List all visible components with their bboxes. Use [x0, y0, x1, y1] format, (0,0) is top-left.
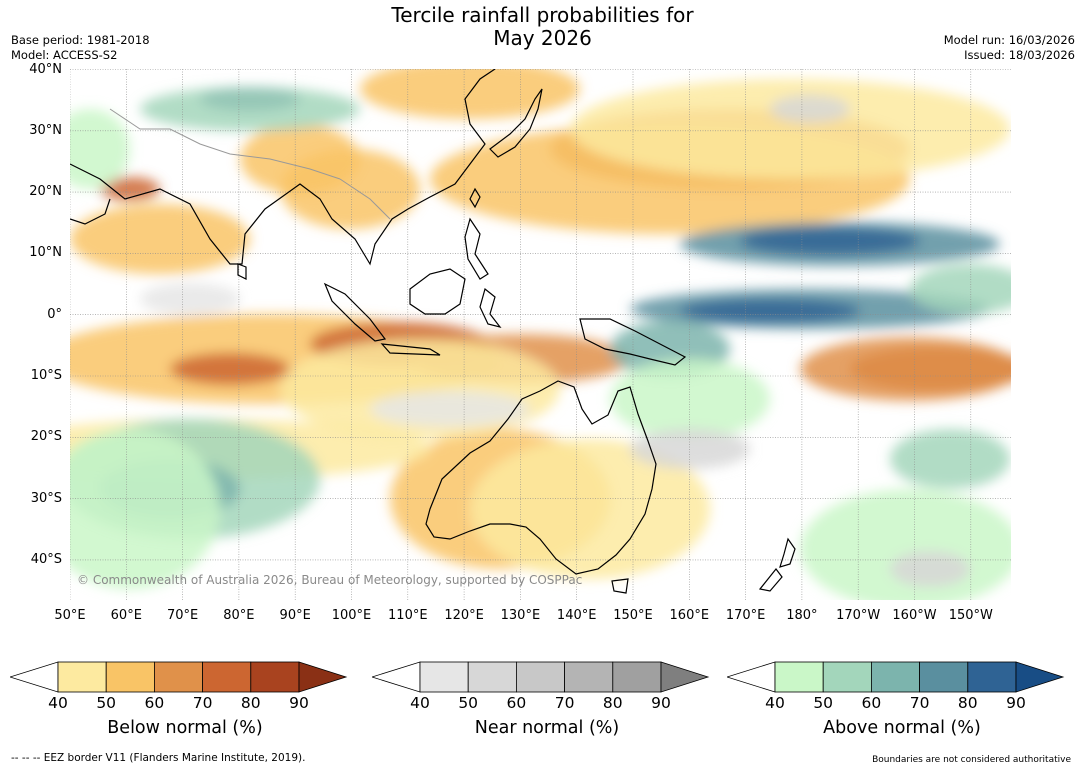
probability-region — [140, 87, 360, 131]
colorbar-tick-label: 40 — [410, 694, 430, 712]
latitude-label: 40°S — [30, 551, 62, 567]
probability-region — [610, 359, 770, 439]
probability-region — [100, 177, 160, 201]
probability-region — [770, 95, 850, 123]
base-period: Base period: 1981-2018 — [11, 33, 150, 47]
latitude-label: 10°S — [30, 368, 62, 383]
title-line-1: Tercile rainfall probabilities for — [391, 3, 694, 27]
colorbar-tick-label: 80 — [602, 694, 623, 712]
above-normal-title: Above normal (%) — [823, 718, 981, 738]
colorbar-tick-label: 60 — [506, 694, 527, 712]
near-normal-ticks: 40 50 60 70 80 90 — [372, 694, 712, 712]
longitude-label: 150°E — [613, 608, 653, 623]
latitude-label: 20°S — [30, 429, 62, 445]
probability-region — [910, 264, 1011, 314]
longitude-label: 150°W — [948, 608, 993, 623]
probability-region — [360, 69, 580, 119]
colorbar-tick-label: 50 — [458, 694, 479, 712]
colorbar-tick-label: 90 — [289, 694, 309, 712]
colorbar-tick-label: 90 — [651, 694, 671, 712]
colorbar-tick-label: 50 — [96, 694, 117, 712]
probability-region — [140, 283, 240, 315]
longitude-label: 160°E — [669, 608, 710, 623]
latitude-label: 0° — [47, 306, 62, 322]
probability-region — [170, 353, 290, 385]
colorbar-tick-label: 40 — [48, 694, 68, 712]
near-normal-colorbar — [372, 661, 710, 693]
latitude-label: 40°N — [29, 61, 62, 77]
colorbar-tick-label: 90 — [1006, 694, 1026, 712]
latitude-label: 10°N — [29, 245, 62, 261]
longitude-label: 160°W — [892, 608, 937, 623]
colorbar-tick-label: 50 — [813, 694, 834, 712]
latitude-label: 30°N — [29, 122, 62, 138]
below-normal-colorbar — [10, 661, 348, 693]
near-normal-title: Near normal (%) — [474, 718, 620, 738]
map-title: Tercile rainfall probabilities for May 2… — [0, 4, 1085, 50]
latitude-label: 20°N — [29, 184, 62, 200]
title-line-2: May 2026 — [493, 26, 592, 50]
colorbar-tick-label: 60 — [144, 694, 165, 712]
probability-region — [680, 299, 860, 323]
probability-region — [470, 439, 710, 579]
colorbar-tick-label: 40 — [765, 694, 785, 712]
longitude-label: 180° — [786, 608, 818, 623]
probability-region — [370, 391, 530, 427]
longitude-label: 130°E — [500, 608, 541, 623]
longitude-label: 140°E — [556, 608, 597, 623]
longitude-label: 70°E — [166, 608, 199, 623]
eez-border-note: -- -- -- EEZ border V11 (Flanders Marine… — [11, 752, 306, 764]
copyright-notice: © Commonwealth of Australia 2026, Bureau… — [77, 573, 583, 587]
meta-left: Base period: 1981-2018 Model: ACCESS-S2 — [11, 33, 150, 63]
longitude-label: 50°E — [54, 608, 86, 623]
model-name: Model: ACCESS-S2 — [11, 48, 118, 62]
probability-region — [800, 337, 1011, 401]
longitude-label: 110°E — [388, 608, 428, 623]
probability-region — [570, 79, 1010, 179]
probability-region — [70, 109, 130, 189]
graticule — [70, 69, 1011, 600]
probability-region — [630, 429, 750, 469]
colorbar-tick-label: 60 — [861, 694, 882, 712]
probability-region — [240, 124, 360, 194]
boundaries-disclaimer: Boundaries are not considered authoritat… — [872, 755, 1071, 765]
rainfall-probability-map — [70, 69, 1011, 600]
model-run: Model run: 16/03/2026 — [943, 33, 1075, 47]
longitude-label: 90°E — [279, 608, 311, 623]
coastlines — [70, 69, 796, 594]
colorbar-tick-label: 70 — [909, 694, 930, 712]
longitude-label: 170°E — [725, 608, 766, 623]
probability-region — [740, 227, 920, 255]
meta-right: Model run: 16/03/2026 Issued: 18/03/2026 — [944, 33, 1075, 63]
colorbar-tick-label: 80 — [957, 694, 978, 712]
latitude-label: 30°S — [30, 490, 62, 506]
above-normal-ticks: 40 50 60 70 80 90 — [727, 694, 1067, 712]
issued-date: Issued: 18/03/2026 — [964, 48, 1075, 62]
above-normal-colorbar — [727, 661, 1065, 693]
longitude-label: 170°W — [836, 608, 881, 623]
probability-region — [890, 551, 970, 587]
longitude-label: 60°E — [110, 608, 142, 623]
longitude-label: 120°E — [444, 608, 484, 623]
probability-region — [890, 429, 1010, 489]
below-normal-title: Below normal (%) — [107, 718, 263, 738]
longitude-label: 100°E — [331, 608, 372, 623]
probability-region — [70, 204, 250, 274]
country-borders — [109, 108, 391, 220]
colorbar-tick-label: 70 — [554, 694, 575, 712]
colorbar-tick-label: 80 — [240, 694, 261, 712]
below-normal-ticks: 40 50 60 70 80 90 — [10, 694, 350, 712]
colorbar-tick-label: 70 — [192, 694, 213, 712]
longitude-label: 80°E — [223, 608, 255, 623]
probability-shading — [70, 69, 1011, 600]
